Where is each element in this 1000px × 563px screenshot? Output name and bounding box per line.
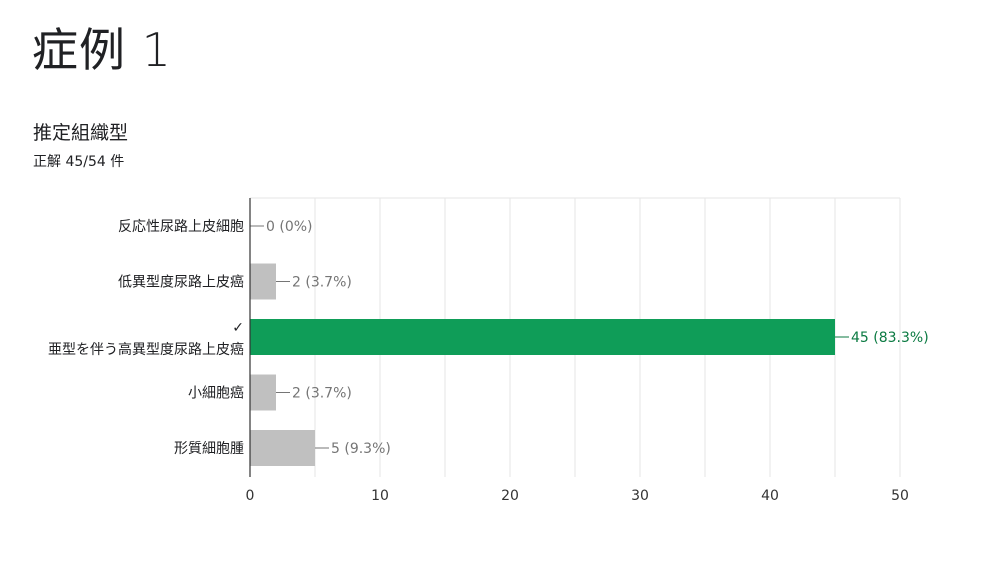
bar [250, 319, 835, 355]
data-label: 0 (0%) [266, 219, 313, 235]
data-label: 2 (3.7%) [292, 386, 352, 402]
score-summary: 正解 45/54 件 [33, 154, 125, 170]
x-tick-label: 10 [371, 488, 389, 504]
category-label: 亜型を伴う高異型度尿路上皮癌 [48, 341, 244, 358]
x-tick-label: 30 [631, 488, 649, 504]
category-label: 形質細胞腫 [174, 441, 244, 457]
x-tick-label: 20 [501, 488, 519, 504]
data-label: 45 (83.3%) [851, 330, 929, 346]
bar [250, 263, 276, 300]
bar [250, 430, 315, 466]
question-title: 推定組織型 [33, 122, 129, 144]
x-tick-label: 0 [246, 488, 255, 504]
data-label: 2 (3.7%) [292, 275, 352, 291]
bar [250, 374, 276, 411]
x-tick-label: 50 [891, 488, 909, 504]
x-tick-label: 40 [761, 488, 779, 504]
data-label: 5 (9.3%) [331, 441, 391, 457]
category-label: 低異型度尿路上皮癌 [118, 275, 244, 291]
correct-check-icon: ✓ [232, 320, 244, 336]
slide-title: 症例 1 [32, 23, 172, 77]
category-label: 反応性尿路上皮細胞 [118, 219, 244, 235]
category-label: 小細胞癌 [188, 386, 244, 402]
